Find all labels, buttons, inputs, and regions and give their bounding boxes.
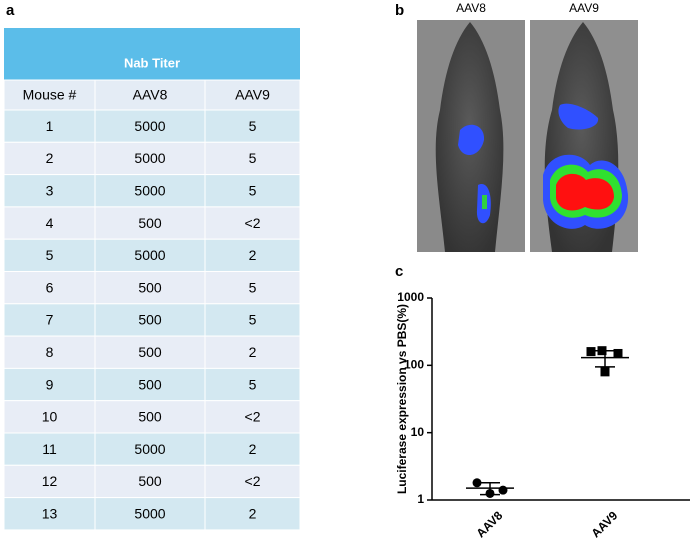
cell-text: 500: [138, 279, 162, 295]
signal: [558, 103, 599, 130]
cell-text: 500: [138, 409, 162, 425]
header-cell: [94, 79, 206, 111]
cell-text: 5000: [134, 247, 165, 263]
cell-text: 500: [138, 215, 162, 231]
cell-text: 5: [249, 182, 257, 198]
panel-label: b: [395, 2, 404, 19]
panel-label: a: [6, 2, 15, 19]
signal: [458, 124, 485, 156]
table-cell: [94, 271, 206, 305]
cell-text: 7: [46, 312, 54, 328]
cell-text: 5000: [134, 118, 165, 134]
table-cell: [204, 303, 301, 337]
table-cell: [204, 432, 301, 466]
cell-text: 5: [46, 247, 54, 263]
cell-text: 6: [46, 279, 54, 295]
table-title: Nab Titer: [124, 55, 180, 70]
cell-text: <2: [245, 409, 261, 425]
table-cell: [94, 497, 206, 531]
table-cell: [3, 303, 96, 337]
cell-text: 2: [249, 441, 257, 457]
cell-text: 10: [42, 409, 58, 425]
data-point: [472, 478, 482, 488]
table-cell: [204, 335, 301, 369]
table-cell: [94, 303, 206, 337]
data-point: [586, 347, 596, 357]
y-tick-label: 1000: [397, 290, 424, 304]
cell-text: 5: [249, 118, 257, 134]
cell-text: 500: [138, 473, 162, 489]
cell-text: 2: [249, 344, 257, 360]
cell-text: 4: [46, 215, 54, 231]
cell-text: 500: [138, 312, 162, 328]
table-cell: [94, 367, 206, 402]
cell-text: 500: [138, 376, 162, 392]
signal: [482, 195, 487, 209]
table-cell: [204, 271, 301, 305]
table-cell: [3, 497, 96, 531]
table-cell: [94, 206, 206, 240]
column-header: AAV8: [133, 87, 168, 103]
table-cell: [204, 109, 301, 143]
cell-text: 12: [42, 473, 58, 489]
table-cell: [3, 174, 96, 208]
y-tick-label: 10: [411, 425, 425, 439]
cell-text: 5: [249, 279, 257, 295]
panel-label: c: [395, 263, 403, 280]
cell-text: 11: [42, 441, 57, 457]
images: AAV8 AAV9: [417, 1, 638, 252]
column-header: AAV9: [235, 87, 270, 103]
cell-text: 5000: [134, 182, 165, 198]
table-cell: [204, 238, 301, 272]
cell-text: 5: [249, 150, 257, 166]
table-cell: [204, 497, 301, 531]
cell-text: 1: [46, 118, 54, 134]
cell-text: <2: [245, 473, 261, 489]
table-cell: [3, 238, 96, 272]
table-cell: [94, 141, 206, 176]
y-tick-label: 100: [404, 358, 424, 372]
table-cell: [204, 464, 301, 499]
table-cell: [94, 238, 206, 272]
header-cell: [3, 79, 96, 111]
x-tick-label: AAV8: [473, 508, 505, 540]
cell-text: 13: [42, 505, 58, 521]
image-label: AAV8: [456, 1, 486, 15]
table: Nab Titer Mouse # AAV8 AAV9 1 5000 5 2 5000 5 3 50…: [3, 28, 301, 531]
cell-text: 5: [249, 312, 257, 328]
cell-text: 5000: [134, 150, 165, 166]
cell-text: 5: [249, 376, 257, 392]
data-point: [600, 367, 610, 377]
data-point: [613, 348, 623, 358]
cell-text: 2: [249, 505, 257, 521]
table-cell: [3, 271, 96, 305]
table-cell: [3, 367, 96, 402]
x-tick-label: AAV9: [588, 508, 620, 540]
cell-text: 500: [138, 344, 162, 360]
table-cell: [204, 367, 301, 402]
cell-text: 3: [46, 182, 54, 198]
table-cell: [3, 464, 96, 499]
data-point: [498, 485, 508, 495]
table-cell: [204, 400, 301, 434]
cell-text: 2: [46, 150, 54, 166]
cell-text: 8: [46, 344, 54, 360]
cell-text: 2: [249, 247, 257, 263]
cell-text: 9: [46, 376, 54, 392]
y-axis-label: Luciferase expression vs PBS(%): [395, 304, 409, 494]
cell-text: 5000: [134, 505, 165, 521]
table-cell: [204, 174, 301, 208]
cell-text: <2: [245, 215, 261, 231]
table-cell: [3, 400, 96, 434]
column-header: Mouse #: [23, 87, 77, 103]
y-tick-label: 1: [417, 492, 424, 506]
cell-text: 5000: [134, 441, 165, 457]
image-label: AAV9: [569, 1, 599, 15]
signal: [556, 173, 614, 211]
table-header-band: [4, 28, 300, 80]
